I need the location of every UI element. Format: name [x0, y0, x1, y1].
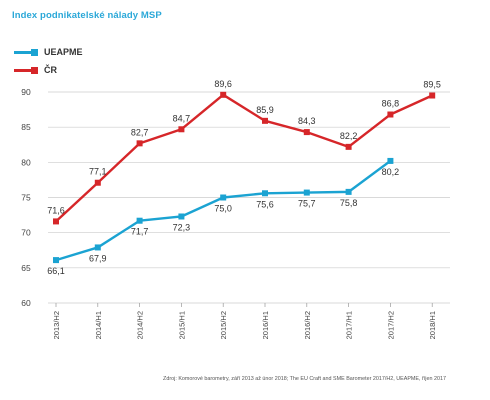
x-tick-label-2: 2014/H2 [136, 311, 145, 339]
data-label-ueapme-4: 75,0 [214, 204, 232, 214]
point-r-6 [303, 129, 310, 136]
x-tick-label-9: 2018/H1 [428, 311, 437, 339]
y-tick-label-65: 65 [21, 263, 31, 273]
data-label-r-5: 85,9 [256, 105, 274, 115]
point-r-1 [94, 179, 101, 186]
data-label-ueapme-1: 67,9 [89, 253, 107, 263]
legend-item-ueapme: UEAPME [14, 45, 83, 59]
x-tick-label-5: 2016/H1 [261, 311, 270, 339]
legend-swatch-cr [14, 66, 38, 74]
data-label-r-1: 77,1 [89, 167, 107, 177]
point-r-4 [220, 91, 227, 98]
data-label-ueapme-7: 75,8 [340, 198, 358, 208]
point-r-3 [178, 126, 185, 133]
series-line-r [55, 93, 433, 223]
source-note: Zdroj: Komorové barometry, září 2013 až … [163, 376, 446, 382]
data-label-ueapme-6: 75,7 [298, 199, 316, 209]
point-ueapme-3 [178, 213, 185, 220]
data-label-r-9: 89,5 [423, 80, 441, 90]
x-tick-label-8: 2017/H2 [386, 311, 395, 339]
point-r-0 [53, 218, 59, 225]
data-label-ueapme-0: 66,1 [47, 266, 65, 276]
data-label-ueapme-3: 72,3 [173, 222, 191, 232]
point-ueapme-7 [345, 188, 352, 195]
x-tick-label-0: 2013/H2 [52, 311, 61, 339]
data-label-ueapme-2: 71,7 [131, 227, 149, 237]
chart-title: Index podnikatelské nálady MSP [12, 10, 162, 21]
point-r-8 [387, 111, 394, 118]
data-label-r-2: 82,7 [131, 127, 149, 137]
point-ueapme-5 [262, 190, 268, 197]
point-ueapme-2 [136, 217, 143, 224]
data-label-r-3: 84,7 [173, 113, 191, 123]
data-label-ueapme-8: 80,2 [382, 167, 400, 177]
point-ueapme-8 [387, 157, 394, 164]
legend-item-cr: ČR [14, 63, 83, 77]
point-ueapme-4 [220, 194, 227, 201]
point-r-5 [262, 117, 268, 124]
y-tick-label-75: 75 [21, 193, 31, 203]
data-label-r-8: 86,8 [382, 99, 400, 109]
point-ueapme-6 [303, 189, 310, 196]
legend-label-ueapme: UEAPME [44, 47, 83, 57]
data-label-r-6: 84,3 [298, 116, 316, 126]
point-ueapme-0 [53, 257, 59, 264]
x-tick-label-3: 2015/H1 [177, 311, 186, 339]
point-ueapme-1 [94, 244, 101, 251]
legend-label-cr: ČR [44, 65, 57, 75]
point-r-7 [345, 143, 352, 150]
point-r-2 [136, 140, 143, 147]
x-tick-label-7: 2017/H1 [345, 311, 354, 339]
legend-swatch-ueapme [14, 48, 38, 56]
data-label-r-0: 71,6 [47, 205, 65, 215]
y-tick-label-80: 80 [21, 157, 31, 167]
data-label-r-7: 82,2 [340, 131, 358, 141]
x-tick-label-6: 2016/H2 [303, 311, 312, 339]
legend: UEAPME ČR [14, 45, 83, 81]
y-tick-label-90: 90 [21, 87, 31, 97]
x-tick-label-4: 2015/H2 [219, 311, 228, 339]
y-tick-label-70: 70 [21, 228, 31, 238]
y-tick-label-85: 85 [21, 122, 31, 132]
data-label-ueapme-5: 75,6 [256, 199, 274, 209]
x-tick-label-1: 2014/H1 [94, 311, 103, 339]
data-label-r-4: 89,6 [214, 79, 232, 89]
y-tick-label-60: 60 [21, 298, 31, 308]
point-r-9 [429, 92, 436, 99]
